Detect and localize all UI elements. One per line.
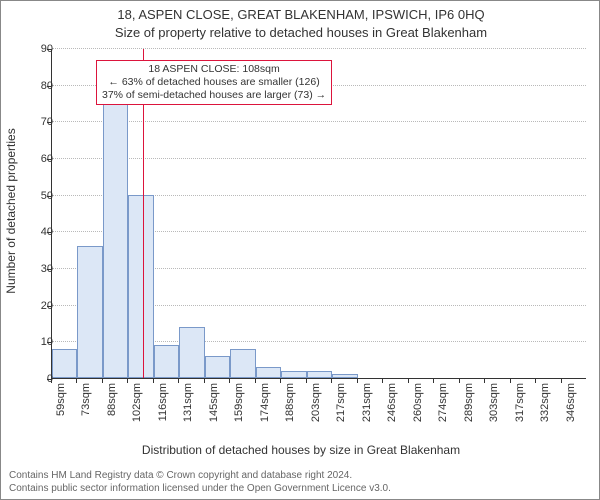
histogram-bar (205, 356, 230, 378)
x-tick-label: 174sqm (259, 383, 271, 443)
histogram-bar (256, 367, 281, 378)
x-axis-title: Distribution of detached houses by size … (1, 443, 600, 457)
x-tick-mark (357, 379, 358, 383)
x-tick-mark (459, 379, 460, 383)
x-tick-mark (535, 379, 536, 383)
x-tick-mark (229, 379, 230, 383)
x-tick-label: 59sqm (55, 383, 67, 443)
x-tick-label: 317sqm (514, 383, 526, 443)
gridline (52, 48, 586, 49)
annotation-box: 18 ASPEN CLOSE: 108sqm← 63% of detached … (96, 60, 332, 105)
x-tick-mark (510, 379, 511, 383)
y-tick-label: 80 (19, 80, 59, 92)
annotation-line-3: 37% of semi-detached houses are larger (… (102, 89, 326, 102)
y-tick-label: 30 (19, 263, 59, 275)
x-tick-mark (382, 379, 383, 383)
y-tick-label: 0 (19, 373, 59, 385)
annotation-line-2: ← 63% of detached houses are smaller (12… (102, 76, 326, 89)
x-tick-label: 88sqm (106, 383, 118, 443)
x-tick-mark (255, 379, 256, 383)
x-tick-mark (102, 379, 103, 383)
x-tick-mark (484, 379, 485, 383)
y-tick-label: 60 (19, 153, 59, 165)
x-tick-mark (76, 379, 77, 383)
x-tick-mark (331, 379, 332, 383)
x-tick-mark (433, 379, 434, 383)
x-tick-label: 231sqm (361, 383, 373, 443)
x-tick-label: 102sqm (131, 383, 143, 443)
x-tick-mark (127, 379, 128, 383)
x-tick-label: 217sqm (335, 383, 347, 443)
histogram-bar (77, 246, 102, 378)
gridline (52, 158, 586, 159)
y-tick-label: 70 (19, 116, 59, 128)
x-tick-mark (51, 379, 52, 383)
y-tick-label: 10 (19, 336, 59, 348)
chart-page: 18, ASPEN CLOSE, GREAT BLAKENHAM, IPSWIC… (0, 0, 600, 500)
histogram-bar (179, 327, 204, 378)
x-tick-mark (204, 379, 205, 383)
histogram-bar (332, 374, 357, 378)
x-tick-label: 246sqm (386, 383, 398, 443)
x-tick-label: 116sqm (157, 383, 169, 443)
x-tick-mark (153, 379, 154, 383)
x-tick-mark (178, 379, 179, 383)
gridline (52, 121, 586, 122)
histogram-bar (154, 345, 179, 378)
page-title: 18, ASPEN CLOSE, GREAT BLAKENHAM, IPSWIC… (1, 7, 600, 22)
x-tick-label: 131sqm (182, 383, 194, 443)
y-tick-label: 90 (19, 43, 59, 55)
x-tick-label: 260sqm (412, 383, 424, 443)
x-tick-label: 159sqm (233, 383, 245, 443)
histogram-bar (307, 371, 332, 378)
histogram-bar (281, 371, 306, 378)
y-tick-label: 50 (19, 190, 59, 202)
y-tick-label: 20 (19, 300, 59, 312)
x-tick-mark (306, 379, 307, 383)
x-tick-mark (280, 379, 281, 383)
x-tick-label: 73sqm (80, 383, 92, 443)
x-tick-label: 332sqm (539, 383, 551, 443)
footer-line-2: Contains public sector information licen… (9, 482, 591, 495)
x-tick-mark (408, 379, 409, 383)
y-axis-label: Number of detached properties (4, 128, 18, 293)
annotation-line-1: 18 ASPEN CLOSE: 108sqm (102, 63, 326, 76)
histogram-bar (128, 195, 153, 378)
footer-line-1: Contains HM Land Registry data © Crown c… (9, 469, 591, 482)
x-tick-label: 203sqm (310, 383, 322, 443)
y-tick-label: 40 (19, 226, 59, 238)
footer-attribution: Contains HM Land Registry data © Crown c… (9, 469, 591, 495)
page-subtitle: Size of property relative to detached ho… (1, 25, 600, 40)
histogram-bar (230, 349, 255, 378)
x-tick-label: 346sqm (565, 383, 577, 443)
histogram-bar (103, 92, 128, 378)
x-tick-label: 145sqm (208, 383, 220, 443)
x-tick-label: 188sqm (284, 383, 296, 443)
x-tick-mark (561, 379, 562, 383)
x-tick-label: 289sqm (463, 383, 475, 443)
x-tick-label: 274sqm (437, 383, 449, 443)
x-tick-label: 303sqm (488, 383, 500, 443)
